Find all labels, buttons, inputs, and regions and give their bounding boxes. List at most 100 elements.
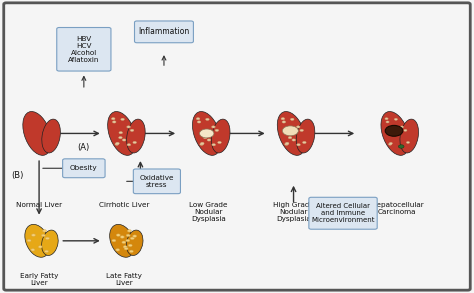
Circle shape — [385, 125, 403, 136]
Circle shape — [127, 144, 131, 146]
Circle shape — [200, 143, 203, 145]
Ellipse shape — [211, 119, 230, 153]
Circle shape — [282, 121, 286, 123]
Circle shape — [112, 121, 116, 123]
Circle shape — [133, 141, 137, 144]
Text: Late Fatty
Liver: Late Fatty Liver — [106, 273, 142, 286]
Circle shape — [399, 145, 404, 148]
Circle shape — [296, 126, 300, 128]
Circle shape — [124, 248, 128, 250]
Circle shape — [126, 239, 130, 242]
Circle shape — [389, 142, 392, 144]
Circle shape — [385, 118, 388, 120]
Circle shape — [129, 250, 133, 253]
Circle shape — [211, 126, 215, 128]
Ellipse shape — [108, 112, 136, 155]
Circle shape — [126, 234, 130, 236]
Circle shape — [31, 234, 36, 236]
Circle shape — [200, 129, 214, 138]
Circle shape — [196, 117, 200, 120]
Circle shape — [394, 118, 398, 120]
Circle shape — [285, 142, 289, 144]
Circle shape — [130, 237, 134, 240]
Circle shape — [43, 230, 46, 232]
Circle shape — [122, 241, 126, 243]
Circle shape — [116, 142, 119, 144]
Circle shape — [127, 126, 130, 128]
Text: Cirrhotic Liver: Cirrhotic Liver — [99, 202, 149, 208]
Ellipse shape — [192, 112, 221, 155]
Circle shape — [111, 117, 115, 120]
Circle shape — [128, 244, 132, 247]
Circle shape — [283, 126, 298, 136]
Circle shape — [116, 234, 120, 236]
FancyBboxPatch shape — [133, 169, 181, 194]
Text: Obesity: Obesity — [70, 165, 98, 171]
Circle shape — [119, 132, 123, 134]
Text: HBV
HCV
Alcohol
Aflatoxin: HBV HCV Alcohol Aflatoxin — [68, 36, 100, 63]
Text: (A): (A) — [78, 144, 90, 152]
Circle shape — [204, 132, 207, 134]
Ellipse shape — [277, 112, 306, 155]
Circle shape — [133, 235, 137, 237]
Text: Normal Liver: Normal Liver — [16, 202, 62, 208]
Circle shape — [212, 144, 216, 146]
Text: (B): (B) — [12, 171, 24, 180]
Ellipse shape — [42, 119, 60, 153]
Circle shape — [27, 239, 31, 242]
Text: High Grade
Nodular
Dysplasia: High Grade Nodular Dysplasia — [273, 202, 314, 222]
Text: Low Grade
Nodular
Dysplasia: Low Grade Nodular Dysplasia — [190, 202, 228, 222]
Circle shape — [218, 141, 221, 144]
Circle shape — [215, 129, 219, 132]
Ellipse shape — [127, 119, 145, 153]
Circle shape — [122, 139, 126, 141]
Circle shape — [41, 234, 46, 236]
Ellipse shape — [109, 224, 135, 257]
Circle shape — [297, 144, 301, 146]
Circle shape — [300, 129, 303, 132]
Circle shape — [31, 249, 35, 251]
Circle shape — [288, 137, 292, 139]
Text: Altered Cellular
and Immune
Microenvironment: Altered Cellular and Immune Microenviron… — [311, 203, 375, 223]
Circle shape — [116, 249, 119, 251]
Circle shape — [207, 139, 211, 141]
Ellipse shape — [400, 119, 419, 153]
Circle shape — [38, 246, 42, 248]
Ellipse shape — [42, 230, 58, 255]
Circle shape — [121, 118, 124, 120]
FancyBboxPatch shape — [4, 3, 470, 290]
Ellipse shape — [25, 224, 50, 257]
Circle shape — [46, 237, 49, 240]
Circle shape — [386, 121, 389, 123]
Circle shape — [289, 132, 292, 134]
Circle shape — [118, 137, 122, 139]
Circle shape — [203, 137, 207, 139]
Circle shape — [291, 118, 294, 120]
FancyBboxPatch shape — [309, 197, 377, 229]
Text: Hepatocellular
Carcinoma: Hepatocellular Carcinoma — [371, 202, 424, 215]
Ellipse shape — [127, 230, 143, 255]
Circle shape — [128, 230, 131, 232]
Ellipse shape — [23, 112, 51, 155]
Ellipse shape — [381, 112, 410, 155]
Circle shape — [120, 236, 124, 238]
FancyBboxPatch shape — [57, 28, 111, 71]
Circle shape — [197, 121, 201, 123]
Circle shape — [292, 139, 296, 141]
Circle shape — [389, 143, 392, 145]
Circle shape — [285, 143, 288, 145]
Circle shape — [130, 129, 134, 132]
Circle shape — [45, 250, 48, 253]
Circle shape — [206, 118, 209, 120]
Circle shape — [115, 143, 118, 145]
Circle shape — [406, 142, 410, 144]
Text: Oxidative
stress: Oxidative stress — [140, 175, 174, 188]
Text: Inflammation: Inflammation — [138, 27, 190, 36]
FancyBboxPatch shape — [63, 159, 105, 178]
Circle shape — [302, 141, 306, 144]
Circle shape — [400, 126, 403, 128]
Text: Early Fatty
Liver: Early Fatty Liver — [20, 273, 58, 286]
Circle shape — [201, 142, 204, 144]
Circle shape — [112, 239, 116, 242]
Ellipse shape — [296, 119, 315, 153]
